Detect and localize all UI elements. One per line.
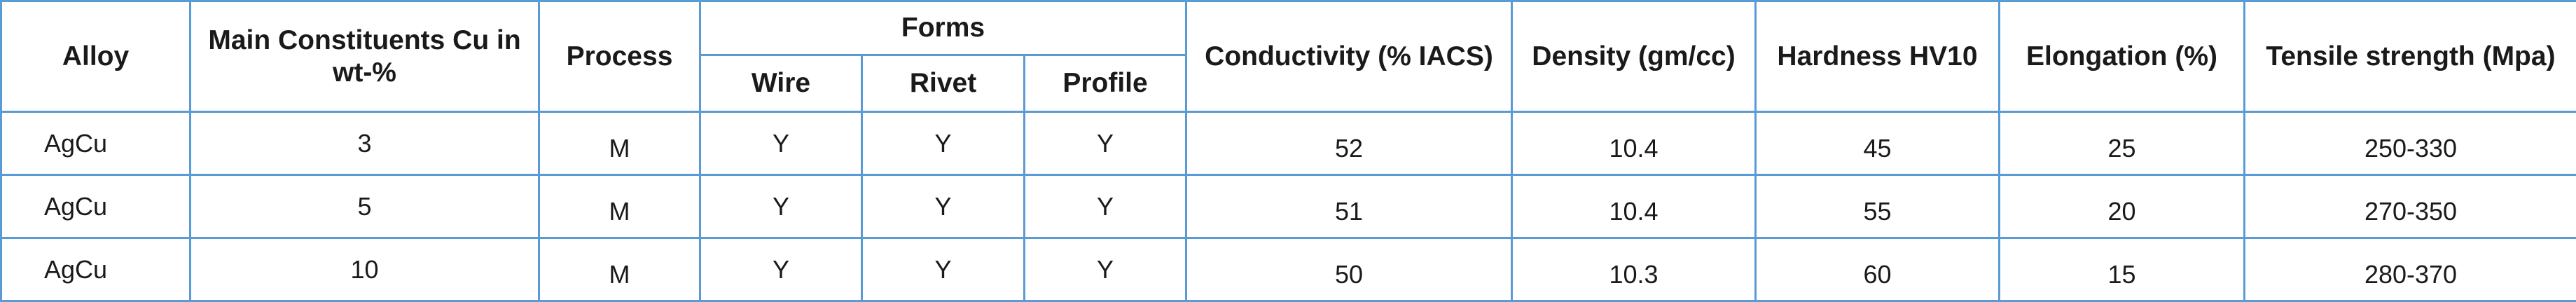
header-main-constituents: Main Constituents Cu in wt-% <box>191 1 539 112</box>
cell-rivet: Y <box>862 175 1025 238</box>
cell-tensile-strength: 280-370 <box>2245 238 2576 301</box>
header-process: Process <box>539 1 700 112</box>
header-alloy: Alloy <box>1 1 191 112</box>
cell-wire: Y <box>700 112 862 175</box>
cell-conductivity: 51 <box>1186 175 1512 238</box>
header-density: Density (gm/cc) <box>1512 1 1756 112</box>
cell-profile: Y <box>1025 238 1186 301</box>
cell-cu-wt: 3 <box>191 112 539 175</box>
header-row-top: Alloy Main Constituents Cu in wt-% Proce… <box>1 1 2576 55</box>
cell-process: M <box>539 238 700 301</box>
cell-rivet: Y <box>862 112 1025 175</box>
cell-density: 10.3 <box>1512 238 1756 301</box>
cell-density: 10.4 <box>1512 175 1756 238</box>
header-hardness: Hardness HV10 <box>1756 1 2000 112</box>
cell-elongation: 15 <box>2000 238 2245 301</box>
header-wire: Wire <box>700 55 862 112</box>
cell-elongation: 20 <box>2000 175 2245 238</box>
cell-hardness: 55 <box>1756 175 2000 238</box>
cell-tensile-strength: 270-350 <box>2245 175 2576 238</box>
header-rivet: Rivet <box>862 55 1025 112</box>
cell-process: M <box>539 175 700 238</box>
cell-hardness: 45 <box>1756 112 2000 175</box>
table-row: AgCu 10 M Y Y Y 50 10.3 60 15 280-370 <box>1 238 2576 301</box>
cell-process: M <box>539 112 700 175</box>
cell-wire: Y <box>700 175 862 238</box>
cell-density: 10.4 <box>1512 112 1756 175</box>
cell-wire: Y <box>700 238 862 301</box>
cell-conductivity: 52 <box>1186 112 1512 175</box>
cell-cu-wt: 5 <box>191 175 539 238</box>
cell-rivet: Y <box>862 238 1025 301</box>
table-row: AgCu 3 M Y Y Y 52 10.4 45 25 250-330 <box>1 112 2576 175</box>
header-conductivity: Conductivity (% IACS) <box>1186 1 1512 112</box>
header-elongation: Elongation (%) <box>2000 1 2245 112</box>
cell-alloy: AgCu <box>1 238 191 301</box>
cell-profile: Y <box>1025 175 1186 238</box>
table-row: AgCu 5 M Y Y Y 51 10.4 55 20 270-350 <box>1 175 2576 238</box>
cell-alloy: AgCu <box>1 175 191 238</box>
cell-elongation: 25 <box>2000 112 2245 175</box>
header-profile: Profile <box>1025 55 1186 112</box>
header-forms: Forms <box>700 1 1186 55</box>
cell-conductivity: 50 <box>1186 238 1512 301</box>
cell-hardness: 60 <box>1756 238 2000 301</box>
cell-cu-wt: 10 <box>191 238 539 301</box>
header-tensile-strength: Tensile strength (Mpa) <box>2245 1 2576 112</box>
cell-tensile-strength: 250-330 <box>2245 112 2576 175</box>
cell-profile: Y <box>1025 112 1186 175</box>
cell-alloy: AgCu <box>1 112 191 175</box>
